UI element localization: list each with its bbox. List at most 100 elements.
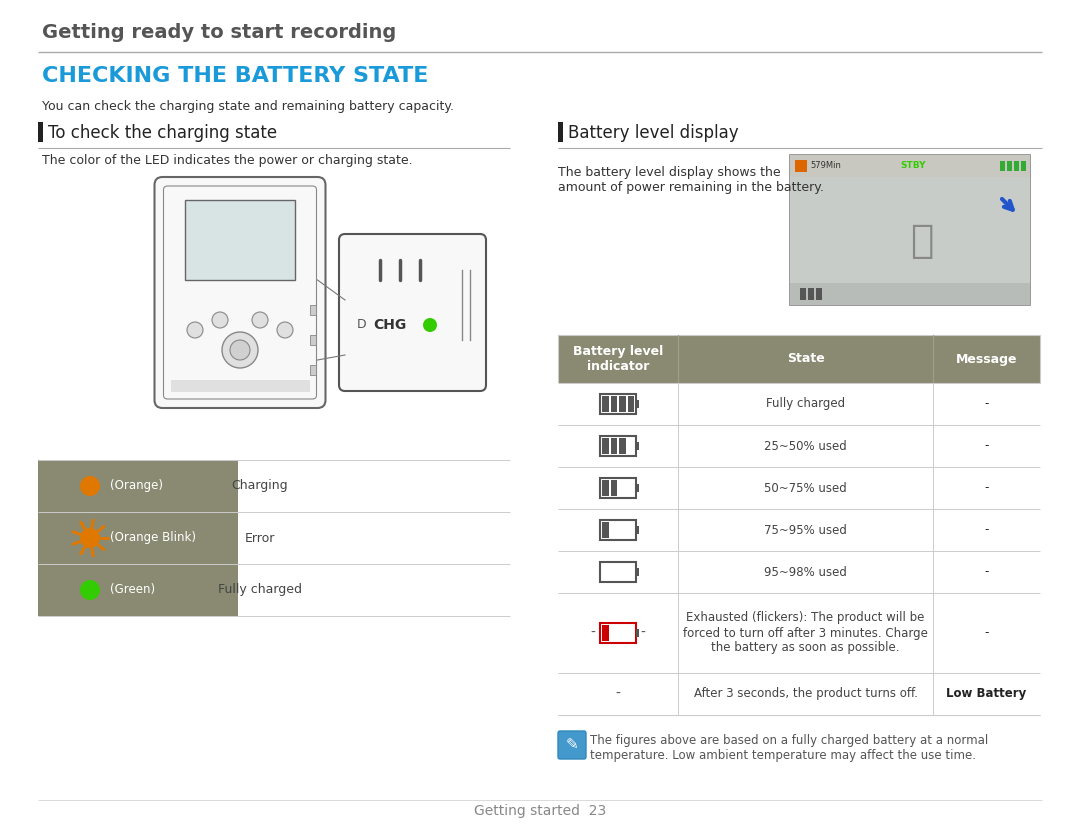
Text: -: - <box>616 687 620 701</box>
Bar <box>558 335 678 383</box>
Text: Low Battery: Low Battery <box>946 687 1027 700</box>
Bar <box>610 480 617 496</box>
Bar <box>789 283 1030 305</box>
Bar <box>636 629 639 637</box>
Text: Exhausted (flickers): The product will be
forced to turn off after 3 minutes. Ch: Exhausted (flickers): The product will b… <box>683 611 928 654</box>
Bar <box>600 436 636 456</box>
Bar <box>558 425 1040 467</box>
Text: Fully charged: Fully charged <box>766 398 845 411</box>
Text: -: - <box>640 626 646 640</box>
Text: -: - <box>984 565 988 578</box>
Bar <box>1014 161 1020 171</box>
Text: STBY: STBY <box>900 162 926 171</box>
Text: -: - <box>984 482 988 494</box>
Bar <box>558 673 1040 715</box>
Text: 95~98% used: 95~98% used <box>764 565 847 578</box>
Bar <box>558 593 1040 673</box>
Circle shape <box>230 340 249 360</box>
Text: Message: Message <box>956 352 1017 365</box>
Text: After 3 seconds, the product turns off.: After 3 seconds, the product turns off. <box>693 687 918 700</box>
Bar <box>933 335 1040 383</box>
FancyBboxPatch shape <box>558 731 586 759</box>
Bar <box>558 122 563 142</box>
Text: Fully charged: Fully charged <box>218 583 302 596</box>
Circle shape <box>276 322 293 338</box>
Bar <box>600 478 636 498</box>
Text: The figures above are based on a fully charged battery at a normal
temperature. : The figures above are based on a fully c… <box>590 734 988 762</box>
Circle shape <box>212 312 228 328</box>
Text: 🏃: 🏃 <box>910 222 934 260</box>
Bar <box>185 200 295 280</box>
Circle shape <box>187 322 203 338</box>
Bar <box>610 438 617 454</box>
Bar <box>38 512 238 564</box>
Text: -: - <box>984 626 988 639</box>
Circle shape <box>80 528 100 548</box>
Circle shape <box>423 318 437 332</box>
Bar <box>1007 161 1012 171</box>
Text: -: - <box>984 524 988 536</box>
Bar <box>602 438 608 454</box>
Text: Getting ready to start recording: Getting ready to start recording <box>42 23 396 42</box>
Text: To check the charging state: To check the charging state <box>48 124 278 142</box>
Text: (Orange): (Orange) <box>110 479 163 493</box>
Bar <box>789 155 1030 177</box>
FancyBboxPatch shape <box>154 177 325 408</box>
Text: The battery level display shows the
amount of power remaining in the battery.: The battery level display shows the amou… <box>558 166 824 194</box>
Text: -: - <box>591 626 595 640</box>
Bar <box>619 396 625 412</box>
Bar <box>636 442 639 450</box>
Text: State: State <box>786 352 824 365</box>
Bar <box>38 122 43 142</box>
Text: -: - <box>984 440 988 452</box>
Bar <box>171 380 310 392</box>
Text: D: D <box>357 318 366 332</box>
Bar <box>636 484 639 492</box>
Text: Battery level
indicator: Battery level indicator <box>572 345 663 373</box>
Text: CHECKING THE BATTERY STATE: CHECKING THE BATTERY STATE <box>42 66 429 86</box>
Bar <box>610 396 617 412</box>
Text: Error: Error <box>245 531 275 545</box>
Bar <box>602 625 608 641</box>
Bar <box>795 160 807 172</box>
Text: The color of the LED indicates the power or charging state.: The color of the LED indicates the power… <box>42 154 413 167</box>
Bar <box>602 396 608 412</box>
Bar <box>600 623 636 643</box>
Bar <box>808 288 814 300</box>
Bar <box>619 438 625 454</box>
FancyBboxPatch shape <box>339 234 486 391</box>
Bar <box>789 155 1030 305</box>
Text: 25~50% used: 25~50% used <box>765 440 847 452</box>
Text: 75~95% used: 75~95% used <box>764 524 847 536</box>
Text: Charging: Charging <box>232 479 288 493</box>
Circle shape <box>80 476 100 496</box>
Bar <box>800 288 806 300</box>
Bar <box>789 177 1030 305</box>
Bar <box>1000 161 1005 171</box>
Bar <box>558 383 1040 425</box>
Circle shape <box>80 580 100 600</box>
Bar <box>310 335 315 345</box>
Text: Battery level display: Battery level display <box>568 124 739 142</box>
Text: (Orange Blink): (Orange Blink) <box>110 531 195 545</box>
Text: 50~75% used: 50~75% used <box>765 482 847 494</box>
Bar <box>600 562 636 582</box>
Circle shape <box>222 332 258 368</box>
Bar <box>558 509 1040 551</box>
Text: 579Min: 579Min <box>810 162 841 171</box>
Bar <box>600 394 636 414</box>
Circle shape <box>252 312 268 328</box>
Bar <box>816 288 822 300</box>
Bar <box>558 335 1040 383</box>
Text: -: - <box>984 398 988 411</box>
Bar <box>558 551 1040 593</box>
Text: Getting started  23: Getting started 23 <box>474 804 606 818</box>
Bar <box>38 564 238 616</box>
Bar <box>636 400 639 408</box>
Bar <box>310 305 315 315</box>
Text: (Green): (Green) <box>110 583 156 596</box>
Bar <box>627 396 634 412</box>
Text: You can check the charging state and remaining battery capacity.: You can check the charging state and rem… <box>42 100 454 113</box>
Bar <box>600 520 636 540</box>
Bar <box>310 365 315 375</box>
